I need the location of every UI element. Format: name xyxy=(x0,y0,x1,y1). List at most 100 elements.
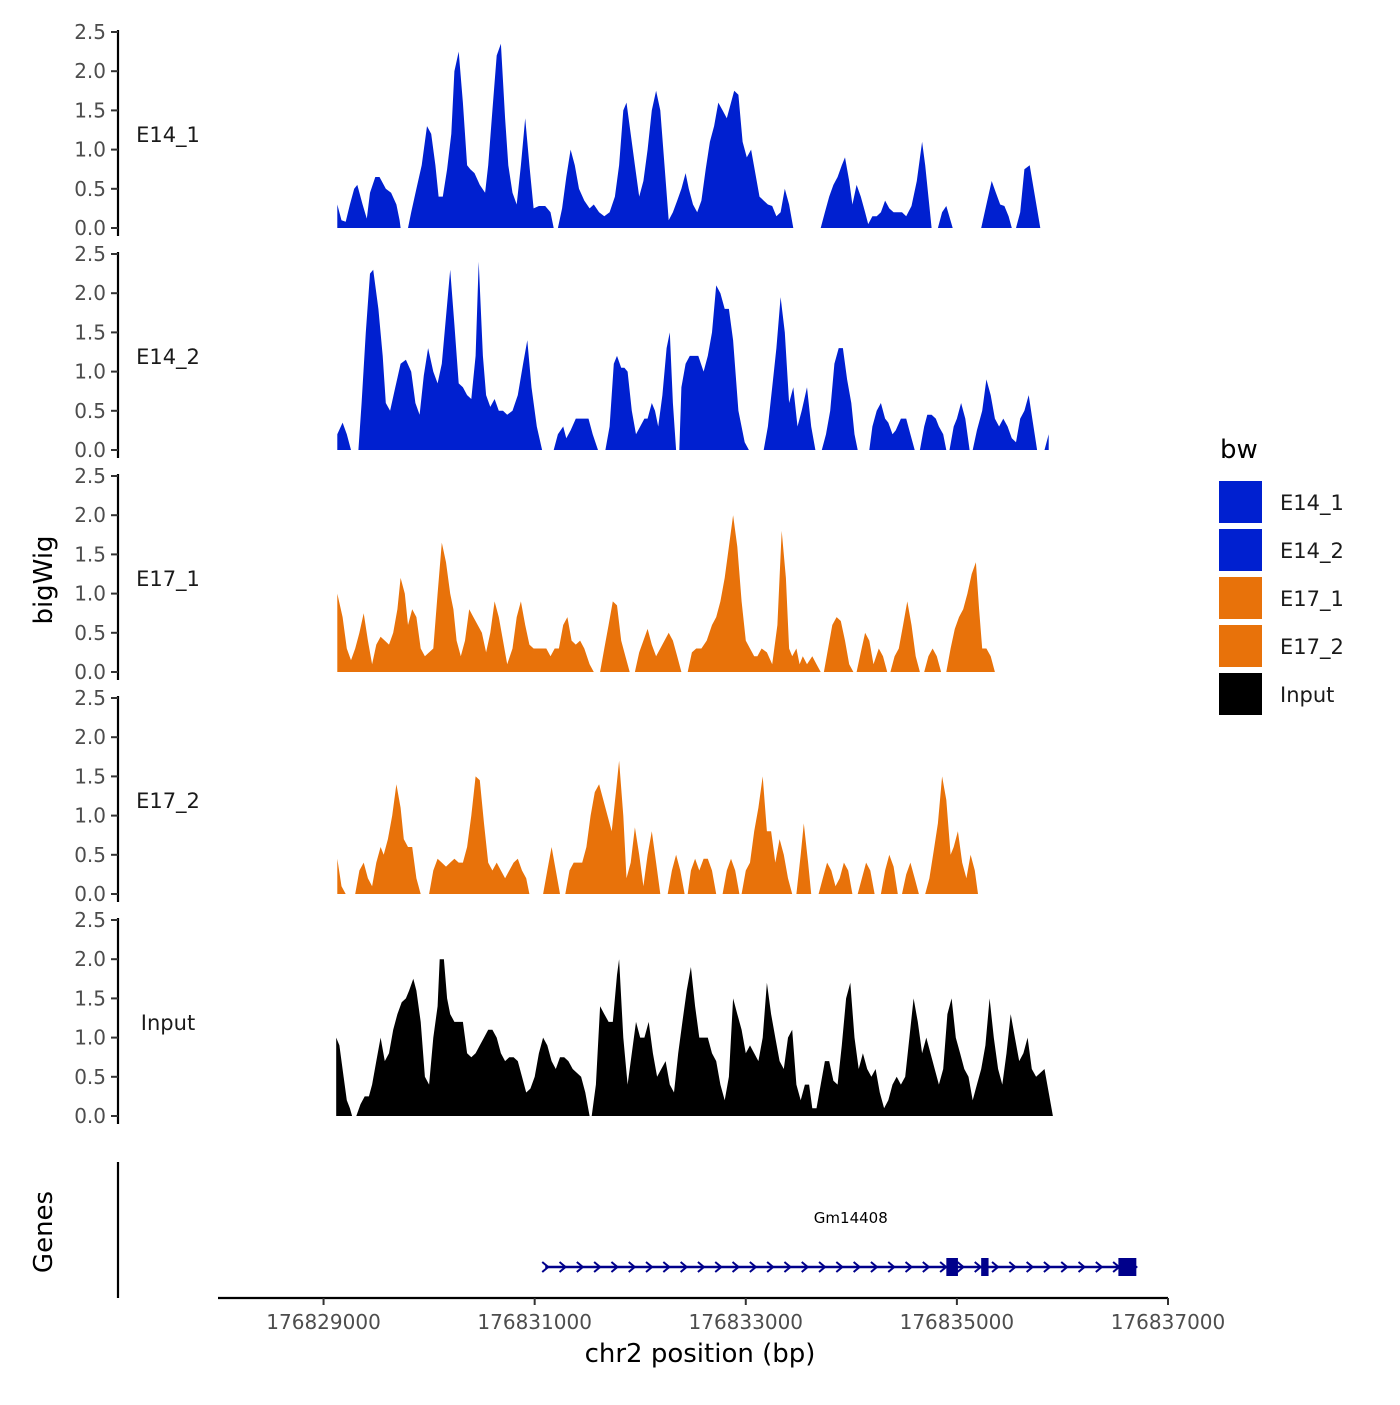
y-tick-label: 2.0 xyxy=(74,281,106,305)
y-tick-label: 0.0 xyxy=(74,216,106,240)
legend-item-E17_1: E17_1 xyxy=(1217,575,1344,621)
legend: bw E14_1 E14_2 E17_1 E17_2 Input xyxy=(1217,435,1344,717)
strand-arrow xyxy=(593,1261,602,1273)
strand-arrow xyxy=(558,1261,568,1273)
y-tick-label: 0.0 xyxy=(74,438,106,462)
y-tick-label: 2.0 xyxy=(74,947,106,971)
strand-arrow xyxy=(991,1261,1000,1273)
track-E14_2: 0.0 0.5 1.0 1.5 2.0 2.5 E14_2 xyxy=(74,242,1049,462)
y-axis-title: bigWig xyxy=(29,535,59,624)
track-E17_2: 0.0 0.5 1.0 1.5 2.0 2.5 E17_2 xyxy=(74,686,978,906)
strand-arrow xyxy=(783,1261,792,1273)
strand-arrow xyxy=(818,1261,827,1273)
strand-arrow xyxy=(835,1261,844,1273)
strand-arrow xyxy=(749,1261,758,1273)
strand-arrow xyxy=(1077,1261,1087,1273)
strand-arrow xyxy=(956,1261,965,1273)
gene-exon xyxy=(1118,1258,1137,1276)
track-label: E17_1 xyxy=(136,567,200,592)
strand-arrow xyxy=(628,1261,637,1273)
legend-item-E14_2: E14_2 xyxy=(1217,527,1344,573)
y-tick-label: 2.0 xyxy=(74,59,106,83)
strand-arrow xyxy=(887,1261,896,1273)
y-tick-label: 2.5 xyxy=(74,464,106,488)
y-tick-label: 0.5 xyxy=(74,843,106,867)
legend-swatch xyxy=(1217,671,1264,717)
legend-swatch xyxy=(1217,527,1264,573)
strand-arrow xyxy=(714,1261,723,1273)
legend-label: Input xyxy=(1280,683,1334,707)
strand-arrow xyxy=(697,1261,706,1273)
y-tick-label: 1.5 xyxy=(74,98,106,122)
legend-swatch xyxy=(1217,623,1264,669)
strand-arrow xyxy=(922,1261,931,1273)
area-E14_2 xyxy=(337,261,1049,450)
area-E14_1 xyxy=(337,43,1041,228)
tracks-layer: 0.0 0.5 1.0 1.5 2.0 2.5 E14_1 0.0 0.5 1.0 1.5 2.0 2.… xyxy=(74,20,1053,1128)
y-tick-label: 0.0 xyxy=(74,1104,106,1128)
y-tick-label: 1.0 xyxy=(74,804,106,828)
strand-arrow xyxy=(610,1261,619,1273)
legend-title: bw xyxy=(1220,435,1258,465)
x-tick-label: 176829000 xyxy=(266,1310,381,1334)
y-tick-label: 1.0 xyxy=(74,360,106,384)
strand-arrow xyxy=(801,1261,810,1273)
x-axis: 176829000 176831000 176833000 176835000 1768… xyxy=(218,1296,1226,1334)
strand-arrow xyxy=(766,1261,775,1273)
legend-swatch xyxy=(1217,575,1264,621)
y-tick-label: 1.0 xyxy=(74,138,106,162)
strand-arrow xyxy=(1060,1261,1069,1273)
strand-arrow xyxy=(679,1261,689,1273)
legend-label: E17_2 xyxy=(1280,635,1344,660)
track-label: E14_2 xyxy=(136,345,200,370)
y-tick-label: 0.0 xyxy=(74,660,106,684)
y-tick-label: 0.0 xyxy=(74,882,106,906)
y-tick-label: 1.5 xyxy=(74,542,106,566)
gene-exon xyxy=(981,1258,989,1276)
track-label: Input xyxy=(141,1011,195,1035)
y-tick-label: 0.5 xyxy=(74,399,106,423)
y-tick-label: 2.5 xyxy=(74,20,106,44)
legend-item-E17_2: E17_2 xyxy=(1217,623,1344,669)
y-tick-label: 0.5 xyxy=(74,177,106,201)
legend-label: E14_1 xyxy=(1280,491,1344,516)
strand-arrow xyxy=(645,1261,654,1273)
track-E14_1: 0.0 0.5 1.0 1.5 2.0 2.5 E14_1 xyxy=(74,20,1041,240)
strand-arrow xyxy=(1008,1261,1017,1273)
area-E17_1 xyxy=(337,515,995,672)
strand-arrow xyxy=(852,1261,862,1273)
x-tick-label: 176831000 xyxy=(477,1310,592,1334)
y-tick-label: 2.5 xyxy=(74,686,106,710)
track-Input: 0.0 0.5 1.0 1.5 2.0 2.5 Input xyxy=(74,908,1053,1128)
y-tick-label: 2.5 xyxy=(74,908,106,932)
strand-arrow xyxy=(1025,1261,1035,1273)
x-tick-label: 176833000 xyxy=(689,1310,804,1334)
strand-arrow xyxy=(1043,1261,1052,1273)
strand-arrow xyxy=(1095,1261,1104,1273)
y-tick-label: 1.0 xyxy=(74,582,106,606)
strand-arrow xyxy=(731,1261,741,1273)
y-tick-label: 2.0 xyxy=(74,503,106,527)
y-tick-label: 0.5 xyxy=(74,621,106,645)
y-tick-label: 1.5 xyxy=(74,320,106,344)
strand-arrow xyxy=(541,1261,550,1273)
genes-layer: Gm14408 xyxy=(116,1162,1138,1298)
strand-arrow xyxy=(576,1261,585,1273)
track-label: E17_2 xyxy=(136,789,200,814)
y-tick-label: 2.5 xyxy=(74,242,106,266)
x-axis-title: chr2 position (bp) xyxy=(585,1339,816,1369)
gene-name: Gm14408 xyxy=(814,1209,888,1227)
legend-swatch xyxy=(1217,479,1264,525)
genes-axis-title: Genes xyxy=(29,1191,59,1273)
strand-arrow xyxy=(662,1261,671,1273)
y-tick-label: 1.5 xyxy=(74,764,106,788)
x-tick-label: 176837000 xyxy=(1111,1310,1226,1334)
legend-item-E14_1: E14_1 xyxy=(1217,479,1344,525)
legend-label: E17_1 xyxy=(1280,587,1344,612)
legend-item-Input: Input xyxy=(1217,671,1334,717)
y-tick-label: 1.5 xyxy=(74,986,106,1010)
area-Input xyxy=(336,959,1053,1116)
y-tick-label: 0.5 xyxy=(74,1065,106,1089)
